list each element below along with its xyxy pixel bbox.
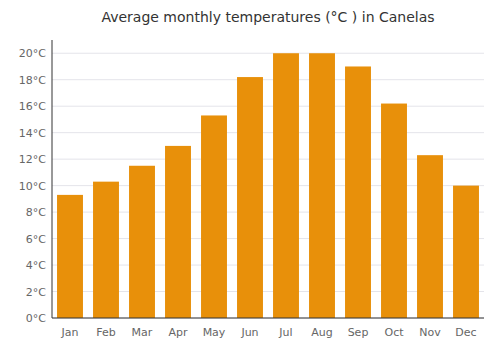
x-tick-label: Jan [61, 326, 79, 339]
bar [417, 155, 443, 318]
bar [453, 186, 479, 318]
y-axis-line [52, 40, 53, 318]
y-tick-label: 20°C [19, 47, 46, 60]
y-tick-label: 12°C [19, 153, 46, 166]
y-tick-label: 4°C [26, 259, 46, 272]
bar [165, 146, 191, 318]
grid-line [52, 132, 484, 133]
x-tick-label: Dec [455, 326, 476, 339]
x-tick-label: Jul [278, 326, 292, 339]
x-tick-label: Aug [311, 326, 332, 339]
x-tick-label: Apr [168, 326, 188, 339]
y-tick-label: 2°C [26, 286, 46, 299]
x-tick-label: Oct [384, 326, 404, 339]
chart-container: Average monthly temperatures (°C ) in Ca… [0, 0, 500, 350]
bar [381, 104, 407, 318]
y-tick-label: 16°C [19, 100, 46, 113]
grid-line [52, 318, 484, 319]
chart-svg: Average monthly temperatures (°C ) in Ca… [0, 0, 500, 350]
x-tick-label: May [203, 326, 226, 339]
grid-line [52, 53, 484, 54]
x-tick-label: Sep [348, 326, 369, 339]
bar [129, 166, 155, 318]
bar [201, 115, 227, 318]
x-tick-label: Feb [96, 326, 115, 339]
y-tick-label: 18°C [19, 74, 46, 87]
y-tick-label: 8°C [26, 206, 46, 219]
y-tick-label: 14°C [19, 127, 46, 140]
y-tick-label: 0°C [26, 312, 46, 325]
bar [345, 66, 371, 318]
bar [273, 53, 299, 318]
x-axis-line [52, 318, 484, 319]
bars [57, 53, 479, 318]
bar [57, 195, 83, 318]
bar [237, 77, 263, 318]
bar [309, 53, 335, 318]
grid-line [52, 106, 484, 107]
bar [93, 182, 119, 318]
x-tick-label: Jun [240, 326, 258, 339]
x-tick-label: Mar [132, 326, 153, 339]
title: Average monthly temperatures (°C ) in Ca… [101, 9, 434, 25]
y-tick-label: 6°C [26, 233, 46, 246]
y-tick-label: 10°C [19, 180, 46, 193]
x-tick-label: Nov [419, 326, 441, 339]
grid-line [52, 79, 484, 80]
grid [52, 53, 484, 318]
